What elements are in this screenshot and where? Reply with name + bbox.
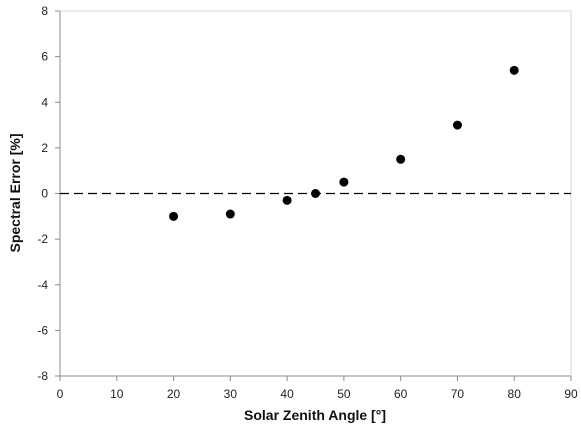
x-axis-title: Solar Zenith Angle [°] (244, 407, 386, 423)
y-axis-title: Spectral Error [%] (7, 133, 23, 252)
x-tick-label: 20 (167, 387, 181, 401)
y-tick-label: 0 (41, 187, 48, 201)
data-point (225, 209, 235, 219)
x-tick-label: 50 (337, 387, 351, 401)
data-point (509, 65, 519, 75)
data-point (396, 154, 406, 164)
x-tick-label: 10 (110, 387, 124, 401)
data-point (339, 177, 349, 187)
y-tick-label: -6 (37, 323, 48, 337)
x-tick-label: 60 (394, 387, 408, 401)
y-tick-label: 2 (41, 141, 48, 155)
x-tick-label: 30 (224, 387, 238, 401)
y-tick-label: -8 (37, 369, 48, 383)
y-tick-label: 8 (41, 4, 48, 18)
y-tick-label: 6 (41, 50, 48, 64)
data-points (169, 65, 519, 221)
y-tick-label: 4 (41, 95, 48, 109)
x-tick-label: 90 (564, 387, 578, 401)
x-tick-label: 80 (508, 387, 522, 401)
data-point (311, 189, 320, 198)
data-point (452, 120, 462, 130)
y-tick-label: -4 (37, 278, 48, 292)
x-tick-label: 40 (280, 387, 294, 401)
x-tick-label: 70 (451, 387, 465, 401)
axis-ticks: 0 10 20 30 40 50 60 70 80 90 -8 -6 -4 -2 0 2 4 6 8 (37, 4, 578, 401)
data-point (282, 195, 292, 205)
y-tick-label: -2 (37, 232, 48, 246)
data-point (169, 211, 179, 221)
x-tick-label: 0 (57, 387, 64, 401)
